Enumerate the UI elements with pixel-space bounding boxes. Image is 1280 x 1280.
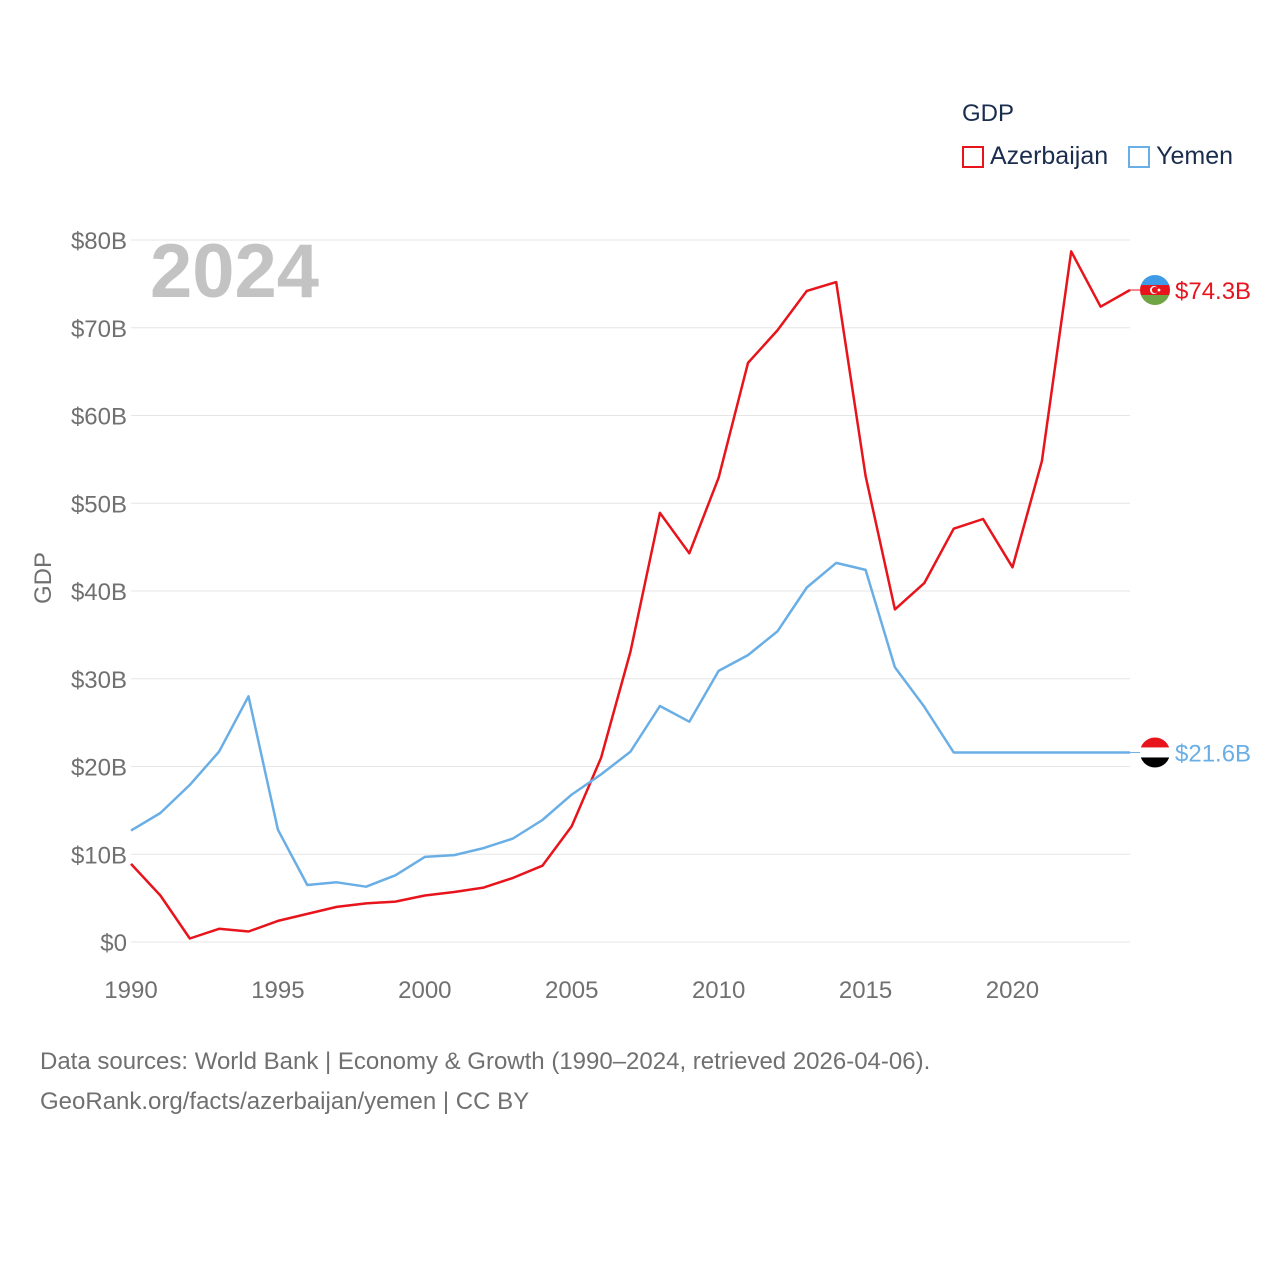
y-tick-label: $40B <box>71 579 127 606</box>
x-tick-label: 2020 <box>986 977 1039 1004</box>
yemen-flag-icon <box>1140 737 1170 768</box>
y-tick-label: $50B <box>71 491 127 518</box>
end-value-label-yemen: $21.6B <box>1175 740 1251 767</box>
x-tick-label: 2005 <box>545 977 598 1004</box>
series-line-yemen <box>130 561 1130 888</box>
y-tick-label: $20B <box>71 755 127 782</box>
x-axis-ticks: 1990 1995 2000 2005 2010 2015 2020 <box>104 977 1039 1004</box>
legend-item-yemen[interactable]: Yemen <box>1128 142 1233 171</box>
y-tick-label: $80B <box>71 228 127 255</box>
end-markers: $74.3B $21.6B <box>1130 275 1251 768</box>
legend-swatch-yemen <box>1128 145 1151 168</box>
y-tick-label: $60B <box>71 404 127 431</box>
source-line-1: Data sources: World Bank | Economy & Gro… <box>40 1048 931 1075</box>
x-tick-label: 2015 <box>839 977 892 1004</box>
legend-label-azerbaijan: Azerbaijan <box>990 142 1109 170</box>
legend-item-azerbaijan[interactable]: Azerbaijan <box>962 142 1108 171</box>
source-note: Data sources: World Bank | Economy & Gro… <box>40 1042 930 1122</box>
y-tick-label: $10B <box>71 842 127 869</box>
series-line-azerbaijan <box>130 250 1131 940</box>
legend-swatch-azerbaijan <box>962 145 984 168</box>
x-tick-label: 1990 <box>104 977 157 1004</box>
y-tick-label: $30B <box>71 667 127 694</box>
azerbaijan-flag-icon <box>1140 275 1170 306</box>
source-line-2: GeoRank.org/facts/azerbaijan/yemen | CC … <box>40 1088 530 1115</box>
end-value-label-azerbaijan: $74.3B <box>1175 278 1251 305</box>
grid-lines <box>131 239 1130 943</box>
legend: Azerbaijan Yemen <box>962 142 1253 171</box>
x-tick-label: 2000 <box>398 977 451 1004</box>
x-tick-label: 2010 <box>692 977 745 1004</box>
legend-title: GDP <box>962 100 1015 127</box>
y-axis-label: GDP <box>30 552 57 605</box>
y-tick-label: $0 <box>100 930 127 957</box>
legend-label-yemen: Yemen <box>1156 142 1234 170</box>
year-label: 2024 <box>150 229 320 314</box>
y-tick-label: $70B <box>71 316 127 343</box>
series-lines <box>130 250 1131 940</box>
x-tick-label: 1995 <box>251 977 304 1004</box>
y-axis-ticks: $0 $10B $20B $30B $40B $50B $60B $70B $80B <box>71 228 127 957</box>
